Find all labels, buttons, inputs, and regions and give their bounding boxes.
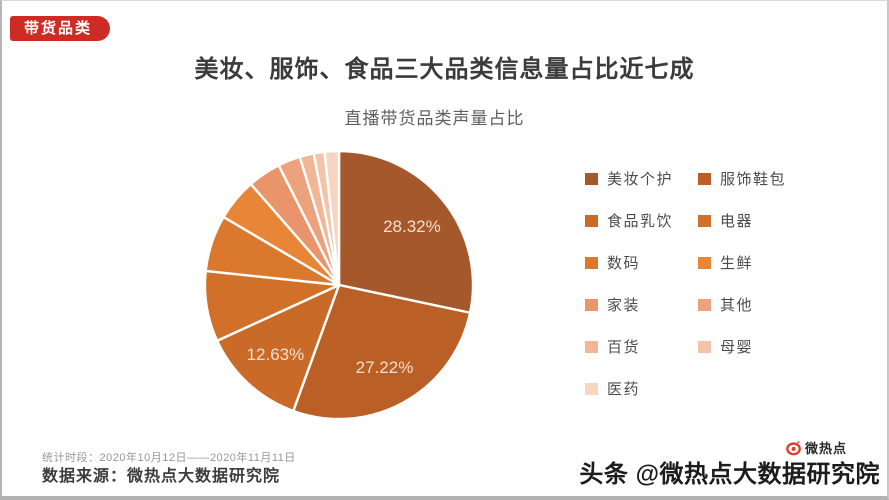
brand-logo: 微热点 [785, 438, 847, 457]
legend-item-百货: 百货 [585, 336, 698, 357]
legend-label: 数码 [607, 255, 641, 272]
legend-label: 电器 [720, 213, 754, 230]
legend-label: 百货 [607, 339, 641, 356]
pie-slice-医药 [323, 149, 341, 287]
legend-label: 家装 [607, 297, 641, 314]
legend-label: 生鲜 [720, 255, 754, 272]
legend-item-其他: 其他 [698, 294, 828, 315]
legend-item-美妆个护: 美妆个护 [585, 168, 698, 189]
legend-label: 服饰鞋包 [720, 171, 787, 188]
pie-slice-服饰鞋包 [292, 283, 472, 421]
legend-label: 美妆个护 [607, 171, 674, 188]
legend-swatch-icon [698, 340, 711, 353]
legend-item-家装: 家装 [585, 294, 698, 315]
legend-label: 其他 [720, 297, 754, 314]
legend-item-服饰鞋包: 服饰鞋包 [698, 168, 828, 189]
data-source: 数据来源：微热点大数据研究院 [42, 468, 281, 485]
stats-period: 统计时段：2020年10月12日——2020年11月11日 [42, 452, 296, 464]
legend-item-数码: 数码 [585, 252, 698, 273]
legend-swatch-icon [698, 172, 711, 185]
legend-item-食品乳饮: 食品乳饮 [585, 210, 698, 231]
legend-swatch-icon [698, 256, 711, 269]
legend-swatch-icon [585, 382, 598, 395]
chart-title: 直播带货品类声量占比 [344, 109, 525, 128]
pie-data-label: 28.32% [383, 217, 441, 236]
legend-item-电器: 电器 [698, 210, 828, 231]
legend-item-生鲜: 生鲜 [698, 252, 828, 273]
pie-slice-食品乳饮 [215, 283, 341, 413]
legend-item-母婴: 母婴 [698, 336, 828, 357]
pie-slice-美妆个护 [337, 149, 475, 314]
hotspot-flame-icon [786, 440, 801, 455]
legend-label: 医药 [607, 381, 641, 398]
legend-swatch-icon [585, 172, 598, 185]
legend-swatch-icon [585, 340, 598, 353]
brand-logo-text: 微热点 [805, 441, 848, 456]
pie-data-label: 27.22% [356, 358, 414, 377]
pie-chart: 28.32% 27.22% 12.63% [203, 149, 475, 421]
legend-label: 食品乳饮 [607, 213, 674, 230]
legend-swatch-icon [585, 214, 598, 227]
page-title: 美妆、服饰、食品三大品类信息量占比近七成 [194, 56, 695, 83]
legend: 美妆个护 服饰鞋包食品乳饮 电器数码 生鲜家装 其他百货 母婴医药 [585, 168, 828, 420]
legend-swatch-icon [585, 256, 598, 269]
pie-data-label: 12.63% [247, 345, 305, 364]
legend-label: 母婴 [720, 339, 754, 356]
section-badge: 带货品类 [10, 16, 111, 41]
watermark-text: 头条 @微热点大数据研究院 [579, 461, 880, 488]
legend-item-医药: 医药 [585, 378, 698, 399]
legend-swatch-icon [698, 214, 711, 227]
legend-swatch-icon [698, 298, 711, 311]
legend-swatch-icon [585, 298, 598, 311]
